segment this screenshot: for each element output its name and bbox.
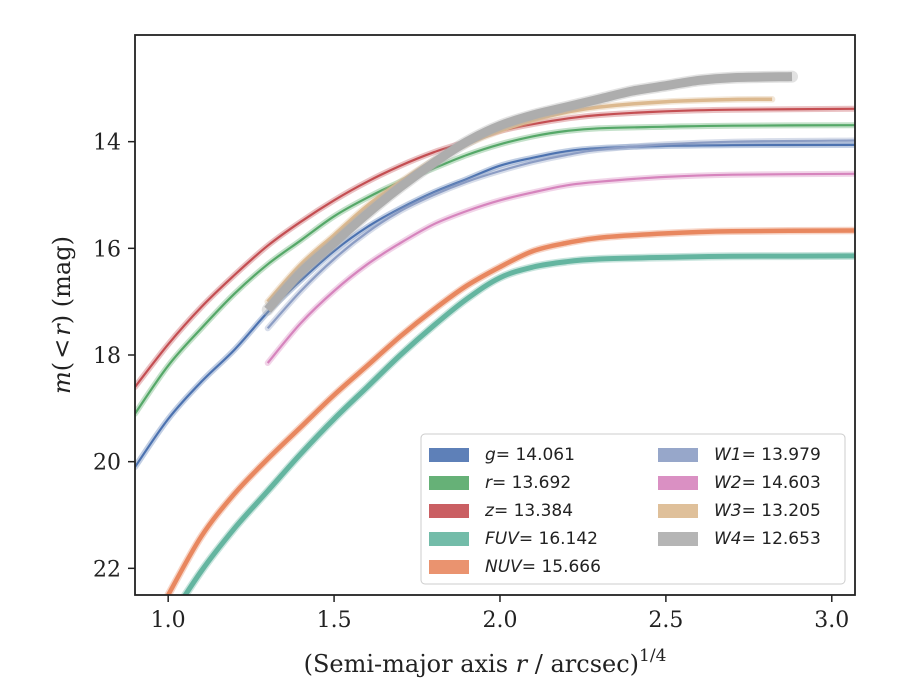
- series-w2-line: [266, 172, 855, 364]
- y-axis-label-close: ): [48, 315, 76, 324]
- legend-band-fuv: FUV: [485, 529, 520, 549]
- legend-band-w4: W4: [714, 529, 742, 549]
- y-axis: 14 16 18 20 22: [93, 131, 135, 582]
- y-axis-label-lt: <: [48, 339, 76, 359]
- legend-swatch-nuv: [429, 560, 469, 574]
- legend-item-w3: W3= 13.205: [658, 501, 821, 521]
- legend-value-r: = 13.692: [492, 473, 571, 493]
- series-w4: [261, 70, 798, 316]
- series-w4-line: [264, 72, 793, 313]
- x-axis-label-suffix: / arcsec): [527, 650, 639, 678]
- legend-value-fuv: = 16.142: [519, 529, 598, 549]
- y-tick-label: 16: [93, 237, 121, 262]
- legend-swatch-r: [429, 476, 469, 490]
- series-nuv: [164, 226, 855, 595]
- series-w1-line: [266, 139, 855, 330]
- legend-band-r: r: [485, 473, 493, 493]
- legend-band-w3: W3: [714, 501, 742, 521]
- legend-swatch-w1: [658, 448, 698, 462]
- y-axis-label-open: (: [48, 362, 76, 371]
- legend-swatch-fuv: [429, 532, 469, 546]
- legend-value-z: = 13.384: [494, 501, 573, 521]
- legend-value-w3: = 13.205: [742, 501, 821, 521]
- legend-value-g: = 14.061: [496, 445, 575, 465]
- x-tick-label: 1.5: [317, 608, 352, 633]
- legend-swatch-w2: [658, 476, 698, 490]
- x-tick-label: 3.0: [814, 608, 849, 633]
- x-axis-label: (Semi-major axis r / arcsec)1/4: [304, 646, 667, 678]
- legend-band-nuv: NUV: [485, 557, 523, 577]
- legend-band-w2: W2: [714, 473, 742, 493]
- series-z-band: [135, 105, 855, 390]
- legend-swatch-z: [429, 504, 469, 518]
- legend-item-w2: W2= 14.603: [658, 473, 821, 493]
- x-axis: 1.0 1.5 2.0 2.5 3.0: [151, 595, 849, 633]
- y-axis-label-unit: (mag): [48, 236, 76, 315]
- x-axis-label-prefix: (Semi-major axis: [304, 650, 516, 678]
- x-axis-label-var: r: [516, 650, 529, 678]
- legend-band-z: z: [484, 501, 495, 521]
- x-tick-label: 2.0: [482, 608, 517, 633]
- legend-swatch-w4: [658, 532, 698, 546]
- legend-item-z: z= 13.384: [429, 501, 573, 521]
- y-tick-label: 20: [93, 451, 121, 476]
- series-w2: [264, 170, 855, 366]
- legend-label-w2: W2= 14.603: [714, 473, 821, 493]
- y-axis-label-m: m: [48, 371, 76, 394]
- x-tick-label: 1.0: [151, 608, 186, 633]
- series-layer: [135, 70, 855, 595]
- x-tick-label: 2.5: [648, 608, 683, 633]
- legend-box: [420, 433, 846, 585]
- series-nuv-line: [166, 228, 855, 595]
- x-axis-label-exponent: 1/4: [639, 646, 666, 666]
- legend-label-nuv: NUV= 15.666: [485, 557, 601, 577]
- y-tick-label: 18: [93, 344, 121, 369]
- legend-item-nuv: NUV= 15.666: [429, 557, 601, 577]
- legend-label-r: r= 13.692: [485, 473, 571, 493]
- series-g-band: [135, 141, 855, 470]
- legend-label-w1: W1= 13.979: [714, 445, 821, 465]
- y-axis-label-r: r: [48, 323, 76, 336]
- legend-value-nuv: = 15.666: [522, 557, 601, 577]
- y-tick-label: 14: [93, 131, 121, 156]
- legend-label-fuv: FUV= 16.142: [485, 529, 598, 549]
- legend-band-w1: W1: [714, 445, 742, 465]
- legend-item-fuv: FUV= 16.142: [429, 529, 598, 549]
- legend-item-w1: W1= 13.979: [658, 445, 821, 465]
- y-tick-label: 22: [93, 557, 121, 582]
- legend-band-g: g: [485, 445, 496, 465]
- series-z: [135, 105, 855, 390]
- legend-item-w4: W4= 12.653: [658, 529, 821, 549]
- legend-label-w3: W3= 13.205: [714, 501, 821, 521]
- legend-item-r: r= 13.692: [429, 473, 571, 493]
- legend-value-w2: = 14.603: [742, 473, 821, 493]
- series-z-line: [135, 107, 855, 388]
- series-g-line: [135, 143, 855, 468]
- legend-swatch-g: [429, 448, 469, 462]
- legend-item-g: g= 14.061: [429, 445, 575, 465]
- series-fuv: [180, 251, 855, 595]
- series-w1: [264, 137, 855, 332]
- y-axis-label: m( < r) (mag): [48, 236, 76, 394]
- legend-label-g: g= 14.061: [485, 445, 575, 465]
- legend-label-w4: W4= 12.653: [714, 529, 821, 549]
- series-fuv-line: [182, 253, 855, 595]
- legend-swatch-w3: [658, 504, 698, 518]
- legend-value-w4: = 12.653: [742, 529, 821, 549]
- series-g: [135, 141, 855, 470]
- legend-value-w1: = 13.979: [742, 445, 821, 465]
- plot-frame: [134, 34, 856, 596]
- legend-label-z: z= 13.384: [484, 501, 573, 521]
